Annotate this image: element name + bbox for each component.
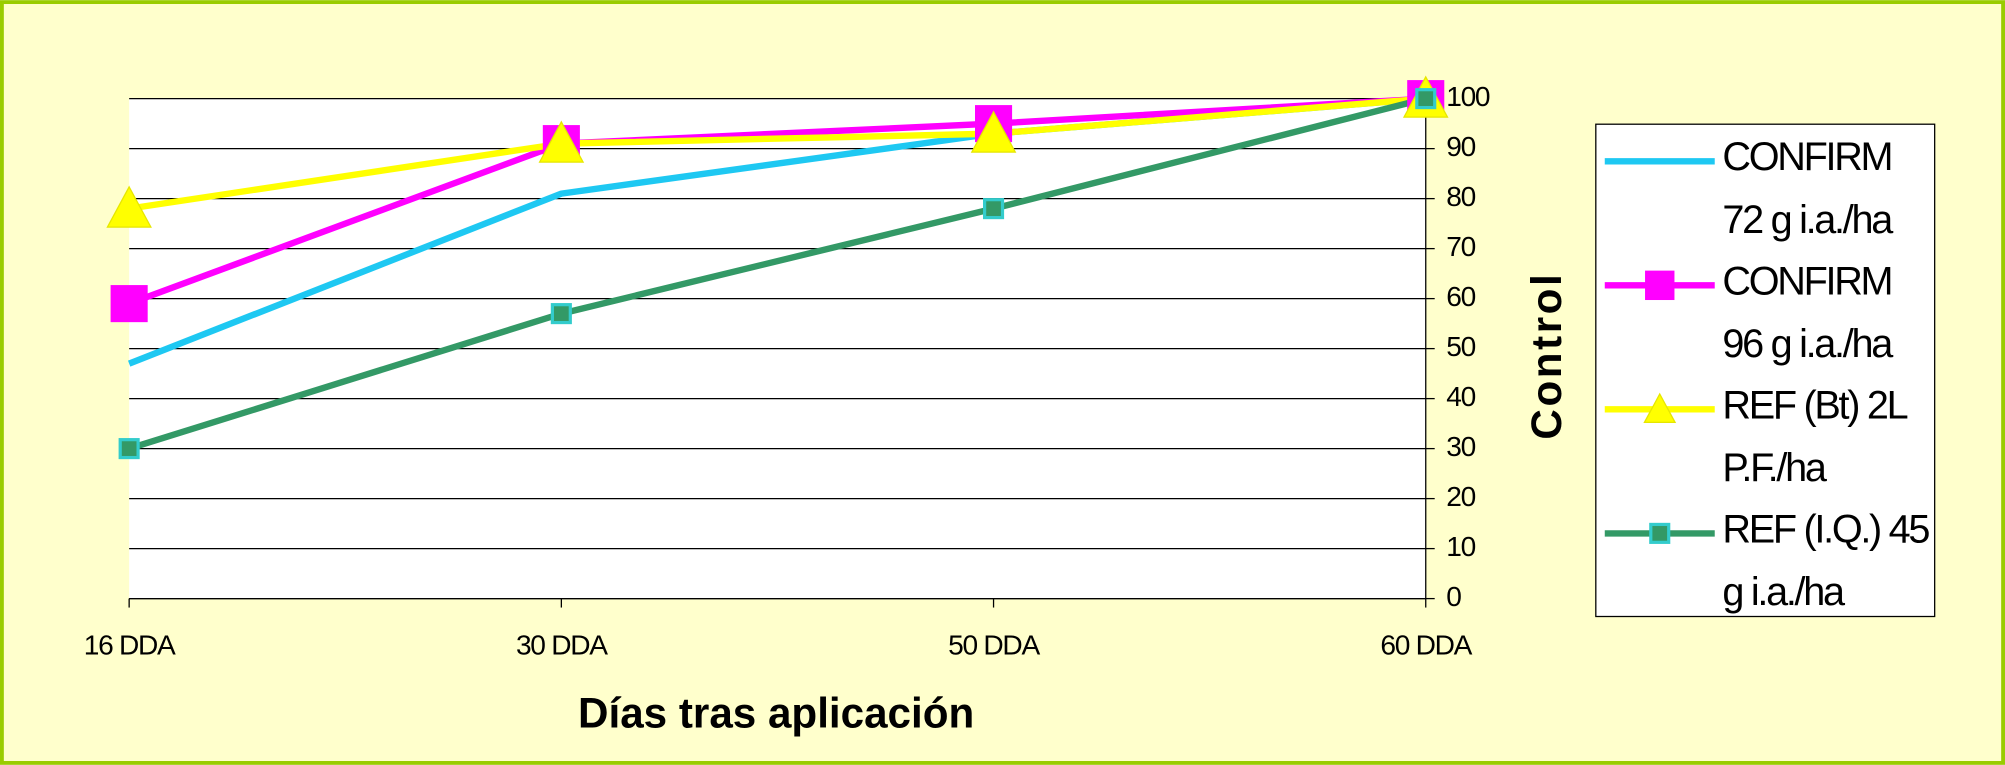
marker [1643,392,1677,424]
marker [970,110,1017,153]
marker [982,198,1005,220]
y-axis-title: Control [1523,272,1570,440]
x-tick-label: 50 DDA [948,630,1040,661]
series-line [128,95,1427,212]
y-tick-label: 0 [1446,581,1461,612]
x-tick-label: 60 DDA [1380,630,1472,661]
marker [110,285,148,323]
y-tick-label: 50 [1446,331,1475,362]
marker [550,303,572,325]
y-tick-label: 30 [1446,431,1475,462]
marker [1645,270,1675,301]
series-line [128,95,1427,452]
series-line [128,95,1426,307]
y-tick-label: 100 [1446,81,1490,112]
legend-label: REF (I.Q.) 45 g i.a./ha [1722,506,1930,614]
y-tick-label: 70 [1446,231,1475,262]
legend-text-box: CONFIRM 72 g i.a./ha [1722,134,1893,242]
marker [1415,88,1437,110]
legend-text-box: REF (I.Q.) 45 g i.a./ha [1722,506,1930,614]
legend-label: CONFIRM 72 g i.a./ha [1722,134,1893,242]
x-tick-label: 30 DDA [516,630,608,661]
legend-text-box: REF (Bt) 2L P.F./ha [1722,382,1907,490]
y-tick-label: 90 [1446,131,1475,162]
y-tick-label: 60 [1446,281,1475,312]
y-tick-label: 40 [1446,381,1475,412]
marker [1649,522,1671,544]
marker [118,438,140,460]
y-tick-label: 10 [1446,531,1475,562]
marker [106,185,152,228]
y-tick-label: 20 [1446,481,1475,512]
y-tick-label: 80 [1446,181,1475,212]
marker [538,120,585,163]
legend-text-box: CONFIRM 96 g i.a./ha [1722,258,1893,366]
x-tick-label: 16 DDA [84,630,176,661]
legend-label: CONFIRM 96 g i.a./ha [1722,258,1893,366]
x-axis-title: Días tras aplicación [578,689,974,736]
legend-label: REF (Bt) 2L P.F./ha [1722,382,1907,490]
